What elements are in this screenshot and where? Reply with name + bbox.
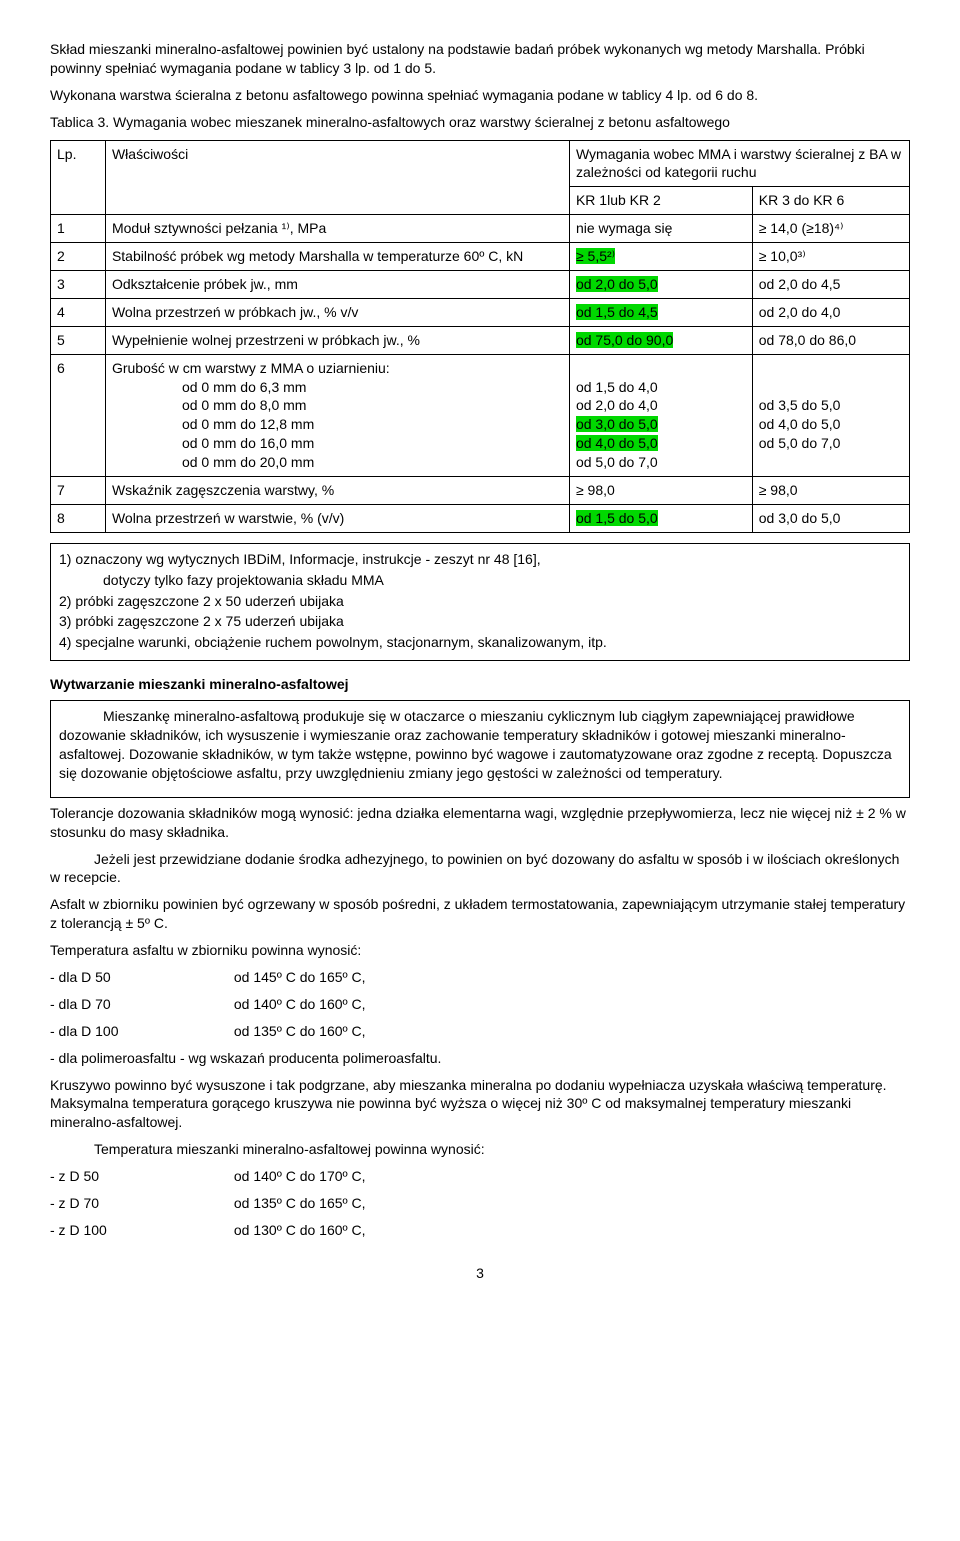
requirements-table: Lp. Właściwości Wymagania wobec MMA i wa… xyxy=(50,140,910,533)
table-row: 7 Wskaźnik zagęszczenia warstwy, % ≥ 98,… xyxy=(51,477,910,505)
th-prop: Właściwości xyxy=(105,140,569,215)
th-lp: Lp. xyxy=(51,140,106,215)
table-row: 2 Stabilność próbek wg metody Marshalla … xyxy=(51,243,910,271)
box-text: Mieszankę mineralno-asfaltową produkuje … xyxy=(59,707,901,783)
intro-p2: Wykonana warstwa ścieralna z betonu asfa… xyxy=(50,86,910,105)
body-p6: Temperatura mieszanki mineralno-asfaltow… xyxy=(50,1140,910,1159)
body-p5: Kruszywo powinno być wysuszone i tak pod… xyxy=(50,1076,910,1133)
th-kr36: KR 3 do KR 6 xyxy=(752,187,909,215)
table-row-6: 6 Grubość w cm warstwy z MMA o uziarnien… xyxy=(51,354,910,476)
table-row: 1 Moduł sztywności pełzania ¹⁾, MPa nie … xyxy=(51,215,910,243)
th-kr12: KR 1lub KR 2 xyxy=(569,187,752,215)
footnote-1a: 1) oznaczony wg wytycznych IBDiM, Inform… xyxy=(59,550,901,569)
mix-temp-1: - z D 50 od 140º C do 170º C, xyxy=(50,1167,910,1186)
temp-line-2: - dla D 70 od 140º C do 160º C, xyxy=(50,995,910,1014)
footnote-4: 4) specjalne warunki, obciążenie ruchem … xyxy=(59,633,901,652)
table-caption: Tablica 3. Wymagania wobec mieszanek min… xyxy=(50,113,910,132)
th-req: Wymagania wobec MMA i warstwy ścieralnej… xyxy=(569,140,909,187)
table-row: 4 Wolna przestrzeń w próbkach jw., % v/v… xyxy=(51,298,910,326)
section-title: Wytwarzanie mieszanki mineralno-asfaltow… xyxy=(50,675,910,694)
footnote-3: 3) próbki zagęszczone 2 x 75 uderzeń ubi… xyxy=(59,612,901,631)
body-p2: Jeżeli jest przewidziane dodanie środka … xyxy=(50,850,910,888)
temp-line-1: - dla D 50 od 145º C do 165º C, xyxy=(50,968,910,987)
footnote-1b: dotyczy tylko fazy projektowania składu … xyxy=(59,571,901,590)
mix-temp-2: - z D 70 od 135º C do 165º C, xyxy=(50,1194,910,1213)
footnote-2: 2) próbki zagęszczone 2 x 50 uderzeń ubi… xyxy=(59,592,901,611)
table-row: 3 Odkształcenie próbek jw., mm od 2,0 do… xyxy=(51,271,910,299)
body-p3: Asfalt w zbiorniku powinien być ogrzewan… xyxy=(50,895,910,933)
production-box: Mieszankę mineralno-asfaltową produkuje … xyxy=(50,700,910,798)
table-row: 5 Wypełnienie wolnej przestrzeni w próbk… xyxy=(51,326,910,354)
intro-p1: Skład mieszanki mineralno-asfaltowej pow… xyxy=(50,40,910,78)
temp-line-3: - dla D 100 od 135º C do 160º C, xyxy=(50,1022,910,1041)
body-p4: Temperatura asfaltu w zbiorniku powinna … xyxy=(50,941,910,960)
page-number: 3 xyxy=(50,1264,910,1283)
body-p1: Tolerancje dozowania składników mogą wyn… xyxy=(50,804,910,842)
temp-line-4: - dla polimeroasfaltu - wg wskazań produ… xyxy=(50,1049,910,1068)
table-row: 8 Wolna przestrzeń w warstwie, % (v/v) o… xyxy=(51,504,910,532)
mix-temp-3: - z D 100 od 130º C do 160º C, xyxy=(50,1221,910,1240)
footnotes-box: 1) oznaczony wg wytycznych IBDiM, Inform… xyxy=(50,543,910,661)
